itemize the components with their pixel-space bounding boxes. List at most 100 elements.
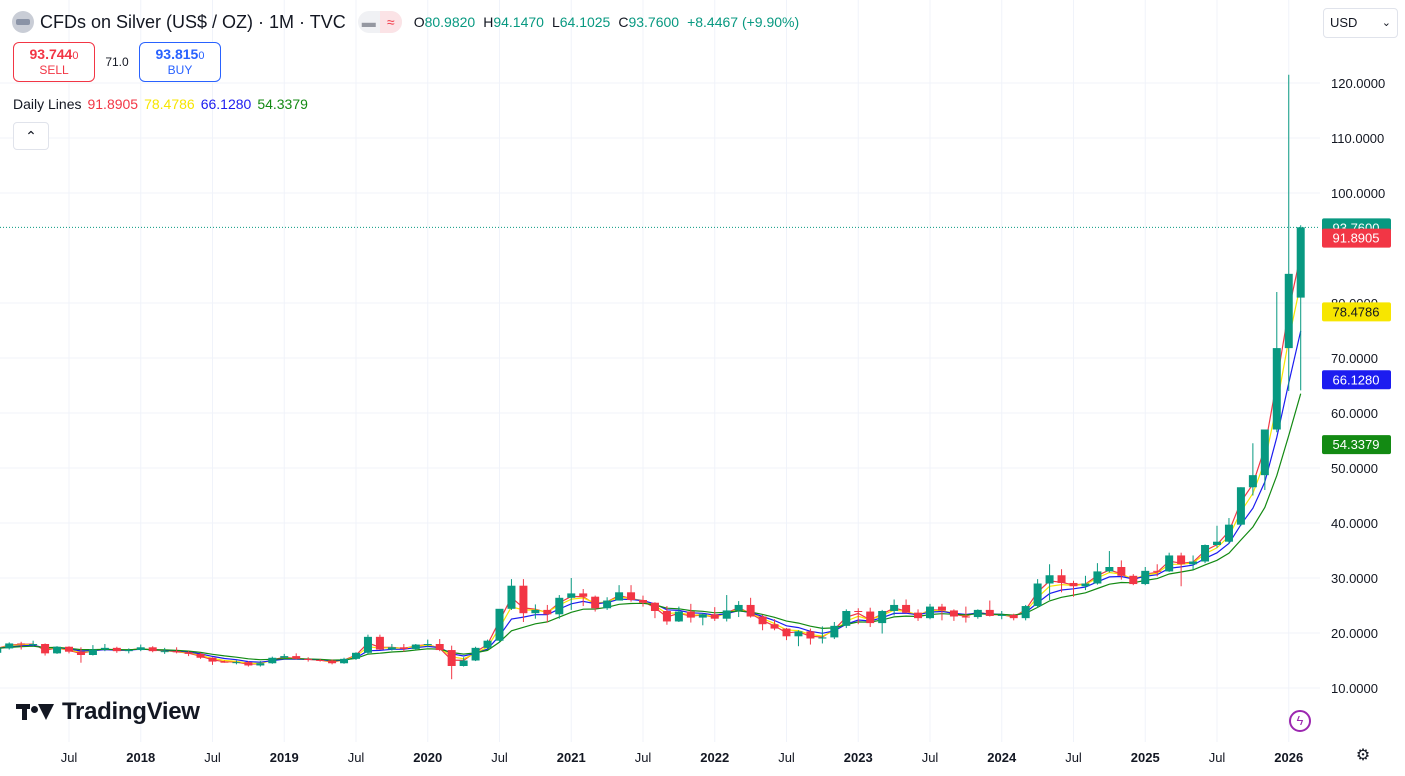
candle-body [100, 647, 109, 650]
time-tick-label: 2020 [413, 750, 442, 765]
ohlc-values: O80.9820 H94.1470 L64.1025 C93.7600 +8.4… [414, 14, 799, 30]
indicator-legend[interactable]: Daily Lines 91.8905 78.4786 66.1280 54.3… [13, 96, 308, 112]
candle-body [0, 648, 2, 653]
candle-body [567, 593, 576, 598]
high-value: 94.1470 [493, 14, 544, 30]
symbol-title[interactable]: CFDs on Silver (US$ / OZ) · 1M · TVC [40, 11, 346, 32]
indicator-name[interactable]: Daily Lines [13, 96, 82, 112]
candle-body [686, 611, 695, 618]
price-tick-label: 60.0000 [1331, 406, 1378, 421]
candle-body [435, 644, 444, 651]
time-tick-label: Jul [1065, 750, 1082, 765]
candle-body [256, 663, 265, 666]
time-tick-label: 2018 [126, 750, 155, 765]
currency-select[interactable]: USD ⌄ [1323, 8, 1398, 38]
time-tick-label: Jul [778, 750, 795, 765]
candle-body [770, 624, 779, 629]
candle-body [1045, 575, 1054, 584]
candlestick-series [0, 74, 1305, 680]
buy-price: 93.815 [155, 46, 199, 62]
candle-body [196, 653, 205, 658]
open-value: 80.9820 [424, 14, 476, 30]
candle-body [937, 606, 946, 611]
legend-value-3: 66.1280 [200, 96, 252, 112]
candle-body [1153, 570, 1162, 572]
time-tick-label: 2022 [700, 750, 729, 765]
candle-body [627, 592, 636, 600]
price-label-text: 54.3379 [1333, 437, 1380, 452]
candle-body [1117, 567, 1126, 576]
candle-body [76, 651, 85, 655]
tradingview-logo[interactable]: TradingView [16, 698, 200, 726]
candle-body [890, 604, 899, 611]
candle-body [184, 652, 193, 654]
symbol-titlebar: CFDs on Silver (US$ / OZ) · 1M · TVC ▬ ≈… [12, 11, 799, 33]
candle-body [411, 644, 420, 649]
candle-body [304, 658, 313, 660]
candle-body [88, 649, 97, 655]
compare-icon[interactable]: ≈ [379, 11, 402, 33]
price-label-text: 91.8905 [1333, 231, 1380, 246]
chevron-up-icon[interactable]: ⌃ [13, 122, 49, 150]
candle-body [340, 658, 349, 664]
time-tick-label: 2024 [987, 750, 1017, 765]
time-tick-label: Jul [635, 750, 652, 765]
settings-icon[interactable]: ⚙ [1355, 747, 1371, 764]
candle-body [208, 657, 217, 662]
candle-body [268, 657, 277, 664]
candle-body [352, 652, 360, 659]
lightning-icon[interactable]: ϟ [1289, 710, 1311, 732]
tradingview-logo-icon [16, 701, 54, 723]
candle-body [483, 640, 492, 648]
candle-body [244, 662, 253, 666]
time-tick-label: Jul [348, 750, 365, 765]
price-tick-label: 70.0000 [1331, 351, 1378, 366]
candle-body [615, 592, 624, 601]
dash-icon[interactable]: ▬ [361, 14, 376, 30]
candle-body [148, 647, 157, 652]
time-tick-label: Jul [491, 750, 508, 765]
candle-body [1296, 227, 1305, 298]
candle-body [662, 611, 671, 622]
candle-body [5, 643, 14, 649]
candle-body [698, 614, 707, 618]
candle-body [746, 604, 755, 617]
time-tick-label: Jul [61, 750, 78, 765]
moving-average-line [0, 330, 1302, 663]
price-label-text: 66.1280 [1333, 372, 1380, 387]
candle-body [878, 611, 887, 624]
candle-body [160, 651, 169, 653]
candle-body [997, 614, 1006, 616]
trade-panel: 93.7440 SELL 71.0 93.8150 BUY [13, 42, 221, 82]
candle-body [639, 600, 647, 603]
price-label-box [1322, 370, 1391, 390]
low-value: 64.1025 [559, 14, 611, 30]
change-value: +8.4467 (+9.90%) [687, 14, 800, 30]
time-tick-label: 2026 [1274, 750, 1303, 765]
time-axis[interactable]: Jul 2018 Jul 2019 Jul 2020 Jul 2021 Jul 2022 Jul 20… [61, 750, 1304, 765]
candle-body [734, 604, 743, 611]
close-value: 93.7600 [628, 14, 680, 30]
time-tick-label: 2025 [1131, 750, 1160, 765]
price-tick-label: 120.0000 [1331, 76, 1385, 91]
buy-button[interactable]: 93.8150 BUY [139, 42, 221, 82]
price-label-text: 78.4786 [1333, 304, 1380, 319]
candle-body [914, 612, 923, 619]
sell-button[interactable]: 93.7440 SELL [13, 42, 95, 82]
price-tick-label: 10.0000 [1331, 681, 1378, 696]
candle-body [292, 656, 301, 659]
candle-body [471, 647, 480, 661]
candle-body [973, 609, 982, 618]
candle-body [136, 647, 145, 651]
indicator-pill[interactable]: ▬ ≈ [357, 11, 402, 33]
low-label: L [551, 14, 560, 30]
candle-body [1189, 561, 1198, 565]
candle-body [531, 609, 540, 614]
candle-body [758, 616, 767, 625]
candle-body [830, 625, 839, 638]
moving-average-line [0, 283, 1302, 665]
candle-body [543, 609, 552, 615]
candle-body [949, 610, 958, 617]
